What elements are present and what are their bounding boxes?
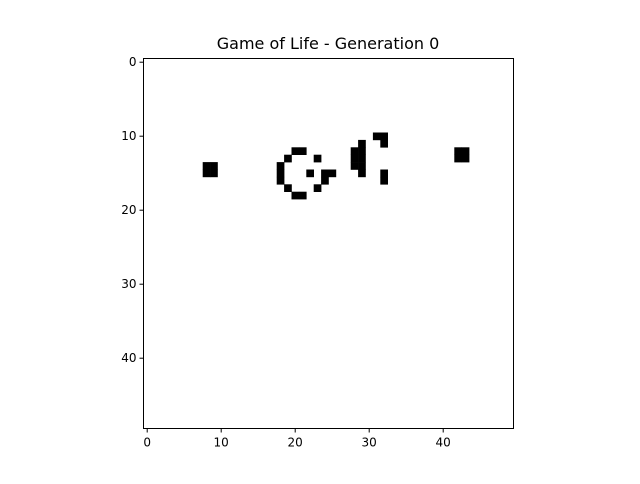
live-cell (380, 176, 388, 185)
live-cell (306, 169, 314, 178)
y-tick-label: 10 (121, 129, 136, 143)
live-cell (202, 162, 211, 170)
live-cell (454, 147, 462, 155)
live-cell (321, 176, 329, 185)
live-cell (372, 132, 381, 141)
y-tick-label: 40 (121, 351, 136, 365)
live-cell (202, 169, 211, 178)
live-cell (350, 162, 359, 170)
live-cell (461, 147, 470, 155)
cell-grid (202, 132, 470, 200)
live-cell (276, 176, 285, 185)
live-cell (321, 169, 329, 178)
live-cell (313, 184, 322, 192)
y-tick-label: 0 (129, 55, 137, 69)
live-cell (298, 191, 307, 200)
x-tick-label: 0 (143, 436, 151, 450)
live-cell (210, 162, 218, 170)
live-cell (298, 147, 307, 155)
live-cell (291, 191, 300, 200)
x-tick-label: 40 (436, 436, 451, 450)
y-tick-label: 20 (121, 203, 136, 217)
x-tick-label: 10 (214, 436, 229, 450)
live-cell (461, 154, 470, 163)
live-cell (350, 154, 359, 163)
live-cell (284, 154, 292, 163)
live-cell (380, 169, 388, 178)
live-cell (328, 169, 337, 178)
live-cell (276, 162, 285, 170)
live-cell (454, 154, 462, 163)
x-tick-label: 20 (288, 436, 303, 450)
live-cell (276, 169, 285, 178)
live-cell (358, 169, 366, 178)
x-tick-label: 30 (362, 436, 377, 450)
live-cell (380, 132, 388, 141)
live-cell (358, 162, 366, 170)
live-cell (350, 147, 359, 155)
y-tick-label: 30 (121, 277, 136, 291)
live-cell (380, 139, 388, 148)
live-cell (358, 139, 366, 148)
x-axis: 0 10 20 30 40 (143, 428, 451, 450)
y-axis: 0 10 20 30 40 (121, 55, 144, 365)
live-cell (313, 154, 322, 163)
live-cell (284, 184, 292, 192)
live-cell (358, 147, 366, 155)
chart-title: Game of Life - Generation 0 (217, 34, 440, 53)
live-cell (291, 147, 300, 155)
live-cell (358, 154, 366, 163)
live-cell (210, 169, 218, 178)
plot-frame (143, 58, 514, 429)
